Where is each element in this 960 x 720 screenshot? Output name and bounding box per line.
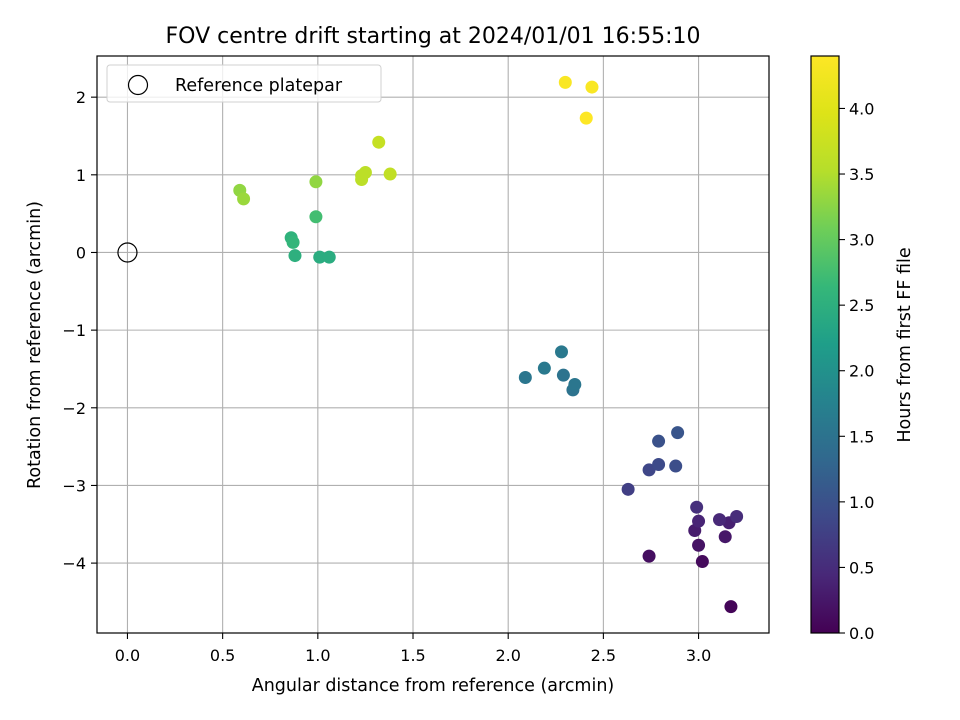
- colorbar-tick-label: 2.0: [849, 362, 874, 381]
- data-point: [556, 368, 570, 382]
- data-point: [669, 459, 683, 473]
- data-point: [309, 210, 323, 224]
- data-points: [233, 75, 744, 614]
- colorbar: 0.0 0.5 1.0 1.5 2.0 2.5 3.0 3.5 4.0 Hours from f…: [810, 55, 915, 643]
- data-point: [690, 500, 704, 514]
- y-tick-label: −2: [62, 399, 86, 418]
- data-point: [642, 549, 656, 563]
- y-tick-label: −4: [62, 554, 86, 573]
- x-tick-label: 1.5: [400, 646, 425, 665]
- data-point: [355, 172, 369, 186]
- grid-lines: [97, 56, 769, 633]
- y-tick-label: 2: [76, 88, 86, 107]
- data-point: [568, 377, 582, 391]
- data-point: [288, 249, 302, 263]
- data-point: [537, 361, 551, 375]
- x-tick-label: 1.0: [305, 646, 330, 665]
- y-axis-ticks: 2 1 0 −1 −2 −3 −4: [62, 88, 97, 573]
- y-tick-label: 1: [76, 166, 86, 185]
- y-tick-label: 0: [76, 243, 86, 262]
- x-tick-label: 2.0: [495, 646, 520, 665]
- data-point: [718, 530, 732, 544]
- data-point: [724, 600, 738, 614]
- data-point: [518, 371, 532, 385]
- chart-title: FOV centre drift starting at 2024/01/01 …: [166, 24, 701, 49]
- data-point: [652, 434, 666, 448]
- y-tick-label: −3: [62, 476, 86, 495]
- data-point: [554, 345, 568, 359]
- colorbar-tick-label: 3.5: [849, 165, 874, 184]
- reference-platepar-marker: [117, 242, 138, 263]
- x-tick-label: 0.0: [115, 646, 140, 665]
- colorbar-tick-label: 1.0: [849, 493, 874, 512]
- data-point: [621, 482, 635, 496]
- colorbar-tick-label: 4.0: [849, 99, 874, 118]
- colorbar-tick-label: 2.5: [849, 296, 874, 315]
- data-point: [309, 175, 323, 189]
- y-axis-label: Rotation from reference (arcmin): [25, 201, 45, 489]
- data-point: [322, 250, 336, 264]
- data-point: [372, 135, 386, 149]
- y-tick-label: −1: [62, 321, 86, 340]
- data-point: [642, 463, 656, 477]
- colorbar-tick-label: 0.0: [849, 624, 874, 643]
- x-tick-label: 2.5: [591, 646, 616, 665]
- data-point: [558, 75, 572, 89]
- x-axis-label: Angular distance from reference (arcmin): [252, 676, 615, 696]
- data-point: [383, 167, 397, 181]
- data-point: [237, 192, 251, 206]
- data-point: [671, 426, 685, 440]
- plot-frame: [96, 55, 770, 634]
- colorbar-label: Hours from first FF file: [895, 247, 915, 442]
- data-point: [692, 514, 706, 528]
- colorbar-tick-label: 0.5: [849, 558, 874, 577]
- x-tick-label: 3.0: [686, 646, 711, 665]
- colorbar-tick-label: 3.0: [849, 231, 874, 250]
- legend: Reference platepar: [106, 64, 382, 103]
- data-point: [585, 80, 599, 94]
- data-point: [652, 457, 666, 471]
- data-point: [692, 538, 706, 552]
- data-point: [695, 555, 709, 569]
- data-point: [713, 513, 727, 527]
- colorbar-ticks: 0.0 0.5 1.0 1.5 2.0 2.5 3.0 3.5 4.0: [839, 99, 874, 643]
- x-tick-label: 0.5: [210, 646, 235, 665]
- legend-label: Reference platepar: [175, 76, 343, 96]
- colorbar-gradient: [810, 55, 840, 634]
- data-point: [313, 250, 327, 264]
- legend-marker-icon: [127, 74, 149, 96]
- reference-point: [117, 242, 138, 263]
- data-point: [286, 235, 300, 249]
- data-point: [579, 111, 593, 125]
- colorbar-tick-label: 1.5: [849, 427, 874, 446]
- data-point: [730, 510, 744, 524]
- x-axis-ticks: 0.0 0.5 1.0 1.5 2.0 2.5 3.0: [115, 633, 711, 665]
- legend-box: [106, 64, 382, 103]
